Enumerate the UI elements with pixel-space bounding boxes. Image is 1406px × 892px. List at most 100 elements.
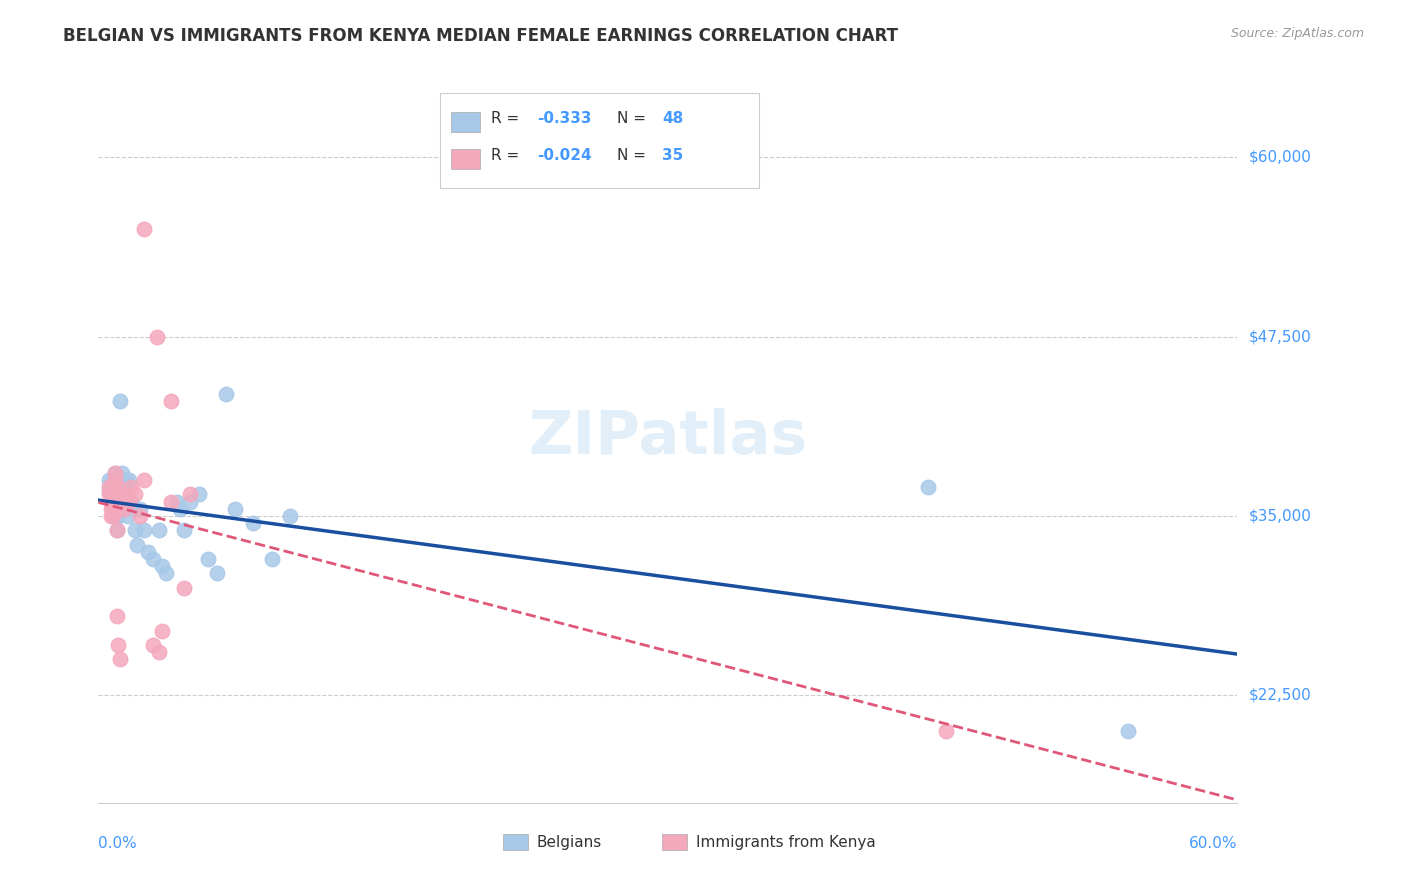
Text: 48: 48 (662, 112, 683, 127)
Point (100, 480, 122, 494)
Text: -0.333: -0.333 (537, 112, 592, 127)
Point (935, 724, 957, 739)
FancyBboxPatch shape (451, 149, 479, 169)
Point (179, 494, 201, 508)
Point (101, 480, 124, 494)
Point (150, 624, 173, 638)
Point (112, 501, 135, 516)
Point (173, 524, 195, 538)
Point (101, 508, 124, 523)
Point (98, 487, 121, 501)
Point (160, 494, 183, 508)
Point (187, 487, 209, 501)
Text: $60,000: $60,000 (1249, 150, 1312, 165)
Point (104, 466, 127, 480)
Point (100, 487, 122, 501)
Text: Immigrants from Kenya: Immigrants from Kenya (696, 835, 876, 850)
Point (107, 480, 129, 494)
Point (114, 487, 136, 501)
Point (145, 329, 167, 343)
Text: N =: N = (617, 112, 651, 127)
Point (242, 516, 264, 530)
FancyBboxPatch shape (440, 94, 759, 188)
Point (111, 466, 134, 480)
Point (129, 508, 152, 523)
Point (148, 524, 170, 538)
Point (114, 473, 136, 487)
Point (120, 480, 142, 494)
Text: N =: N = (617, 148, 651, 163)
Point (105, 524, 128, 538)
Text: $35,000: $35,000 (1249, 508, 1312, 524)
Point (205, 566, 228, 581)
Point (101, 501, 124, 516)
Point (132, 222, 155, 236)
Point (107, 638, 129, 652)
Point (118, 473, 141, 487)
Text: Source: ZipAtlas.com: Source: ZipAtlas.com (1230, 27, 1364, 40)
Text: BELGIAN VS IMMIGRANTS FROM KENYA MEDIAN FEMALE EARNINGS CORRELATION CHART: BELGIAN VS IMMIGRANTS FROM KENYA MEDIAN … (63, 27, 898, 45)
Point (100, 508, 122, 523)
Point (118, 494, 141, 508)
Point (107, 487, 129, 501)
Point (179, 487, 201, 501)
FancyBboxPatch shape (503, 834, 527, 850)
Point (101, 473, 124, 487)
Point (136, 545, 159, 559)
Text: -0.024: -0.024 (537, 148, 592, 163)
Text: $22,500: $22,500 (1249, 688, 1312, 703)
Point (173, 581, 195, 595)
Text: Belgians: Belgians (537, 835, 602, 850)
Point (142, 638, 165, 652)
Point (129, 501, 152, 516)
Text: R =: R = (491, 112, 524, 127)
Point (110, 652, 132, 666)
Point (101, 487, 124, 501)
Point (112, 480, 135, 494)
Point (107, 508, 129, 523)
Point (125, 538, 148, 552)
Point (1116, 724, 1139, 739)
Point (155, 566, 177, 581)
Point (224, 501, 246, 516)
Point (105, 609, 128, 624)
Text: ZIPatlas: ZIPatlas (529, 408, 807, 467)
Point (124, 524, 146, 538)
FancyBboxPatch shape (662, 834, 688, 850)
Text: 0.0%: 0.0% (98, 836, 138, 851)
Point (98, 473, 121, 487)
Point (110, 394, 132, 409)
Point (104, 494, 127, 508)
Text: 35: 35 (662, 148, 683, 163)
Point (166, 494, 188, 508)
FancyBboxPatch shape (451, 112, 479, 132)
Point (98, 480, 121, 494)
Text: 60.0%: 60.0% (1189, 836, 1237, 851)
Point (215, 387, 238, 401)
Point (111, 494, 134, 508)
Text: $47,500: $47,500 (1249, 329, 1312, 344)
Point (278, 508, 301, 523)
Point (132, 473, 155, 487)
Point (105, 501, 128, 516)
Point (150, 559, 173, 574)
Point (132, 524, 155, 538)
Point (917, 480, 939, 494)
Text: R =: R = (491, 148, 524, 163)
Point (197, 552, 219, 566)
Point (101, 494, 124, 508)
Point (160, 394, 183, 409)
Point (124, 487, 146, 501)
Point (104, 473, 127, 487)
Point (148, 645, 170, 659)
Point (142, 552, 165, 566)
Point (98, 483, 121, 497)
Point (117, 508, 139, 523)
Point (260, 552, 283, 566)
Point (104, 466, 127, 480)
Point (105, 524, 128, 538)
Point (110, 480, 132, 494)
Point (100, 494, 122, 508)
Point (104, 508, 127, 523)
Point (105, 487, 128, 501)
